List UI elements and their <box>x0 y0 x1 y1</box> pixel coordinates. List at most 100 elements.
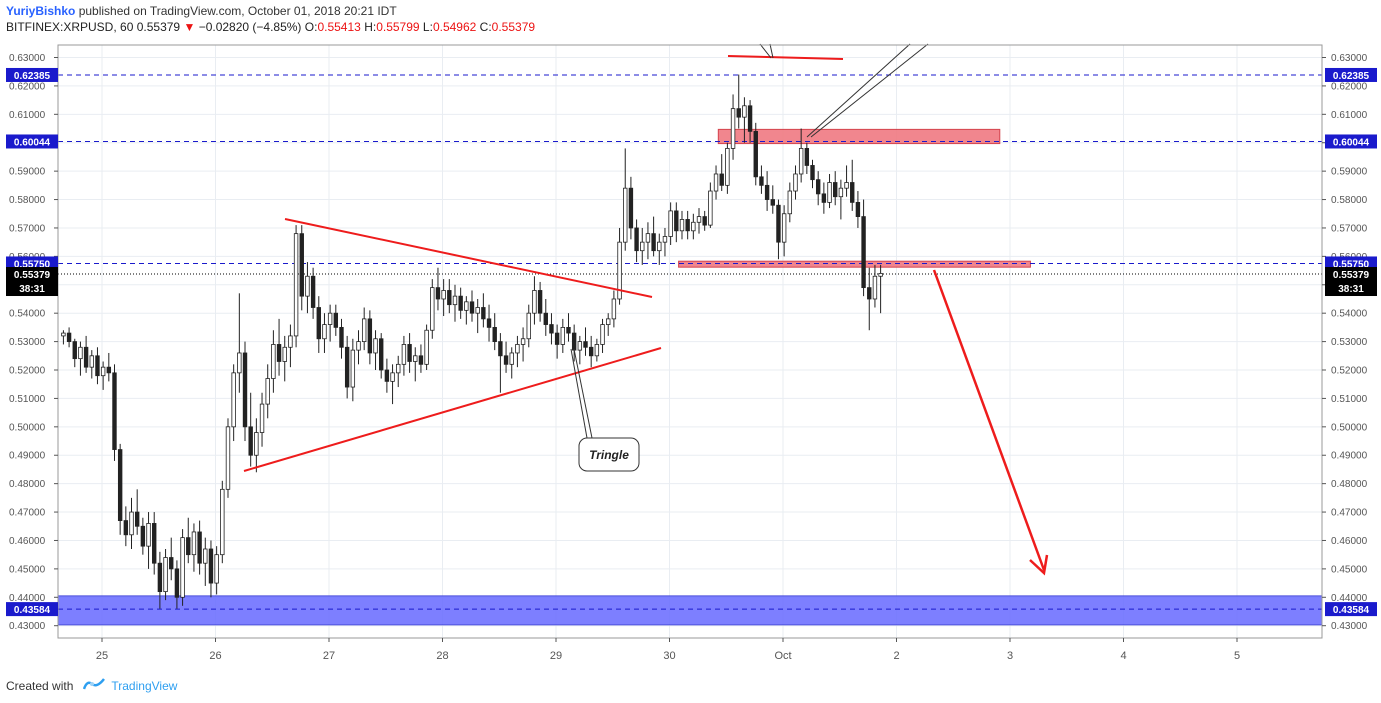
candle <box>833 171 838 206</box>
candle <box>753 122 758 186</box>
tradingview-brand-link[interactable]: TradingView <box>111 678 178 693</box>
candle <box>220 480 225 564</box>
candle-body-down <box>804 148 810 166</box>
candle <box>123 506 129 547</box>
y-tick-label-right: 0.48000 <box>1331 479 1368 490</box>
candle <box>186 517 191 564</box>
level-badge-left <box>6 602 58 617</box>
candle-body-up <box>679 219 685 232</box>
candle <box>322 313 327 353</box>
candle-body-down <box>588 346 594 357</box>
candle-body-up <box>237 352 242 374</box>
candle <box>214 546 219 595</box>
candle <box>129 497 134 549</box>
candle <box>594 338 600 362</box>
candle <box>798 128 804 183</box>
target-arrow-head <box>1029 554 1049 576</box>
y-tick-label-left: 0.51000 <box>9 394 46 405</box>
candle <box>424 324 429 371</box>
tradingview-logo-icon <box>83 678 106 693</box>
candle <box>259 392 265 447</box>
candle <box>225 418 231 498</box>
footer: Created with TradingView <box>6 678 177 693</box>
candle-body-down <box>685 219 690 232</box>
y-tick-label-right: 0.47000 <box>1331 508 1368 519</box>
candle <box>61 330 66 345</box>
candle-body-down <box>815 179 821 195</box>
candle-body-down <box>174 568 180 598</box>
candle-body-up <box>838 187 844 198</box>
author-link[interactable]: YuriyBishko <box>6 4 76 18</box>
price-chart[interactable]: Tringle 0.63000 0.63000 0.62000 0.62000 0.61… <box>0 0 1381 670</box>
candle <box>316 296 321 353</box>
candle <box>327 304 333 342</box>
candle-body-down <box>554 332 560 345</box>
last-price-badge-right-price: 0.55379 <box>1333 270 1370 281</box>
y-tick-label-right: 0.53000 <box>1331 337 1368 348</box>
candle <box>804 142 810 174</box>
candle-body-up <box>520 338 526 345</box>
candle <box>793 165 798 200</box>
candle <box>611 290 617 328</box>
candle-body-up <box>657 241 662 252</box>
candle-body-down <box>702 216 707 226</box>
y-tick-label-left: 0.61000 <box>9 110 46 121</box>
price-change: −0.02820 (−4.85%) <box>198 20 302 34</box>
y-tick-label-left: 0.49000 <box>9 451 46 462</box>
candle-body-up <box>231 372 236 428</box>
y-tick-label-right: 0.52000 <box>1331 366 1368 377</box>
candle-body-up <box>61 332 66 337</box>
candle-body-down <box>276 344 282 362</box>
candle-body-up <box>361 318 367 343</box>
candle <box>458 287 463 319</box>
created-with-text: Created with <box>6 678 74 693</box>
candle <box>339 318 344 359</box>
candle <box>112 364 117 461</box>
candle <box>588 335 594 368</box>
level-badge-right <box>1325 134 1377 149</box>
candle-body-up <box>89 355 94 368</box>
candle-body-up <box>878 273 883 277</box>
candle <box>838 179 844 220</box>
candle <box>577 335 583 365</box>
triangle-upper-line <box>284 218 653 298</box>
candle <box>742 97 747 143</box>
level-badge-left-text: 0.62385 <box>14 71 51 82</box>
candle-body-up <box>424 329 429 365</box>
candle-body-up <box>623 187 628 243</box>
candle <box>305 262 310 314</box>
candle-body-down <box>418 355 424 365</box>
candle-body-up <box>203 548 208 564</box>
candle <box>560 318 566 353</box>
candle-body-down <box>458 295 463 311</box>
y-tick-label-right: 0.46000 <box>1331 536 1368 547</box>
tringle-callout[interactable] <box>578 437 640 472</box>
candle-body-down <box>72 341 77 360</box>
high-value: 0.55799 <box>376 20 420 34</box>
candle <box>617 227 622 305</box>
candle <box>645 222 651 260</box>
target-arrow-line <box>932 269 1046 571</box>
candle-body-up <box>191 531 197 556</box>
candle-body-up <box>327 312 333 325</box>
y-tick-label-left: 0.57000 <box>9 223 46 234</box>
candle-body-up <box>78 346 83 360</box>
zones-layer <box>57 128 1323 626</box>
candle <box>106 352 112 382</box>
candle <box>254 418 259 473</box>
candle <box>583 327 588 356</box>
candle-body-down <box>833 182 838 198</box>
level-badge-left <box>6 134 58 149</box>
close-value: 0.55379 <box>491 20 536 34</box>
candle-body-up <box>180 537 185 598</box>
candle <box>89 350 94 379</box>
candle <box>606 313 611 336</box>
down-arrow-icon: ▼ <box>183 20 196 34</box>
candle <box>776 199 781 260</box>
candle-body-down <box>140 525 146 547</box>
candle-body-up <box>730 108 736 149</box>
candle-body-up <box>225 426 231 490</box>
candle-body-up <box>322 324 327 340</box>
candle <box>787 182 793 223</box>
candle <box>668 202 673 246</box>
